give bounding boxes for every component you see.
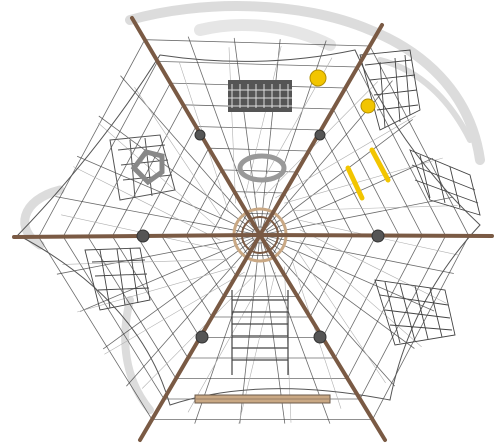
net-strand <box>98 115 261 236</box>
net-strand <box>56 234 261 275</box>
net-back-strand <box>299 229 447 304</box>
right-net-panel <box>359 49 481 216</box>
net-outer-edge <box>17 49 481 406</box>
net-strand <box>76 155 261 236</box>
net-strand <box>259 157 434 236</box>
bottom-right-net-panel <box>374 279 456 346</box>
left-frame-panel <box>109 134 176 201</box>
net-back-strand <box>275 115 416 199</box>
net-strand <box>259 234 331 424</box>
bottom-balance-beam <box>194 394 331 404</box>
net-strand <box>120 75 261 236</box>
net-strand <box>55 196 261 236</box>
yellow-rod-1 <box>369 147 391 183</box>
net-back-strand <box>77 266 236 313</box>
bottom-left-net-panel <box>84 247 151 311</box>
net-back-strand <box>296 250 386 384</box>
net-strand <box>233 37 261 236</box>
top-ladder-panel <box>228 80 292 112</box>
yellow-elements <box>309 69 391 201</box>
net-strand <box>194 234 261 424</box>
net-strand <box>102 234 261 350</box>
net-back-strand <box>187 274 266 413</box>
net-strand <box>259 119 413 236</box>
mast-nw <box>130 16 262 237</box>
net-back-strand <box>299 239 422 348</box>
net-strand <box>239 234 261 424</box>
net-strand <box>259 196 454 236</box>
yellow-rod-2 <box>345 165 365 201</box>
yellow-disc-1 <box>309 69 327 87</box>
yellow-disc-2 <box>360 98 376 114</box>
bottom-ladder <box>231 290 289 375</box>
net-strand <box>259 234 415 349</box>
net-back-strand <box>73 166 221 241</box>
net-back-strand <box>104 271 245 355</box>
net-back-strand <box>228 47 236 204</box>
net-strand <box>259 234 454 274</box>
net-strand <box>259 39 281 236</box>
net-strand <box>259 234 286 424</box>
mast-anchors <box>136 129 385 344</box>
net-back-strand <box>291 205 458 211</box>
net-strand <box>79 234 261 312</box>
net-strand <box>126 234 261 387</box>
net-back-strand <box>134 86 224 220</box>
net-back-strand <box>244 46 282 199</box>
net-strand <box>259 234 395 387</box>
net-strand <box>187 36 261 236</box>
net-back-strand <box>62 259 229 265</box>
ground-shadow <box>20 1 485 414</box>
